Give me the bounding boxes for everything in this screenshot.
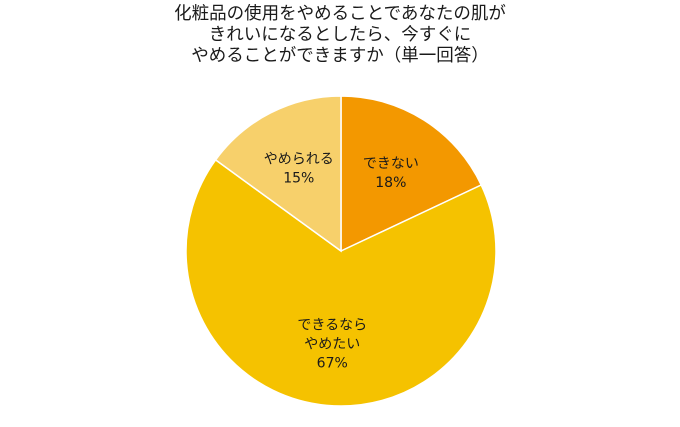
slice-label: やめられる 15%	[264, 152, 334, 187]
chart-title: 化粧品の使用をやめることであなたの肌が きれいになるとしたら、今すぐに やめるこ…	[0, 4, 680, 67]
pie-slice	[185, 158, 497, 407]
slice-value: 67%	[317, 356, 348, 372]
slice-label: できない 18%	[363, 156, 419, 191]
slice-label: できるならやめたい 67%	[297, 318, 367, 372]
pie-slice	[214, 95, 342, 253]
slice-value: 15%	[283, 171, 314, 187]
pie-slice	[340, 95, 483, 253]
slice-name: できるなら	[297, 318, 367, 334]
slice-name: やめられる	[264, 152, 334, 168]
slice-value: 18%	[375, 175, 406, 191]
slice-name: できない	[363, 156, 419, 172]
chart-title-line: 化粧品の使用をやめることであなたの肌が	[174, 4, 506, 24]
chart-title-line: きれいになるとしたら、今すぐに	[208, 25, 472, 45]
chart-title-line: やめることができますか（単一回答）	[191, 46, 489, 66]
slice-name: やめたい	[304, 337, 360, 353]
